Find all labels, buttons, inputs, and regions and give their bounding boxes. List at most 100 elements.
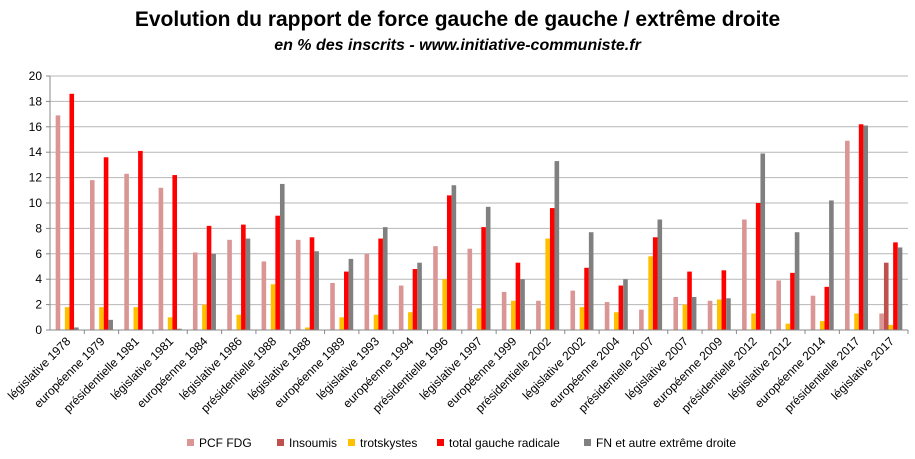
- bar: [673, 296, 679, 330]
- bar: [433, 246, 438, 330]
- bar: [588, 232, 594, 330]
- bar: [549, 208, 555, 330]
- bar: [124, 173, 129, 330]
- bar: [785, 323, 791, 330]
- bar: [339, 317, 345, 330]
- bar: [501, 291, 507, 330]
- bar: [417, 262, 422, 330]
- bar: [623, 279, 628, 330]
- bar: [451, 185, 457, 330]
- bar: [476, 308, 482, 330]
- bar: [520, 279, 525, 330]
- bar: [716, 299, 722, 330]
- legend-label: PCF FDG: [199, 436, 252, 450]
- bar: [309, 237, 315, 330]
- bar: [639, 309, 644, 330]
- legend-label: trotskystes: [360, 436, 417, 450]
- bar: [721, 270, 727, 330]
- bar: [613, 312, 619, 330]
- legend: PCF FDG Insoumis trotskystes total gauche r…: [187, 436, 736, 450]
- bar: [570, 290, 576, 330]
- bar: [55, 115, 61, 331]
- bar: [776, 280, 781, 330]
- bar: [810, 295, 816, 330]
- bar: [108, 319, 113, 330]
- x-category-label: législative 2017: [829, 334, 898, 403]
- bar: [888, 324, 894, 330]
- bar: [485, 206, 491, 330]
- y-tick-label: 14: [29, 145, 43, 159]
- y-tick-label: 0: [35, 323, 42, 337]
- chart-title: Evolution du rapport de force gauche de …: [134, 8, 781, 31]
- bar: [604, 302, 610, 330]
- bar: [897, 247, 903, 330]
- bar: [824, 286, 830, 330]
- bar: [515, 262, 521, 330]
- bar: [618, 285, 624, 330]
- bar: [261, 261, 267, 330]
- legend-label: Insoumis: [289, 436, 337, 450]
- y-tick-label: 8: [35, 221, 42, 235]
- bar: [467, 248, 473, 330]
- legend-swatch: [584, 439, 591, 446]
- bar: [511, 300, 516, 330]
- bar: [192, 252, 198, 330]
- bar: [348, 258, 354, 330]
- bar: [270, 284, 276, 330]
- bar: [373, 314, 379, 330]
- bar: [481, 227, 486, 330]
- legend-label: total gauche radicale: [449, 436, 560, 450]
- bar: [398, 285, 404, 330]
- y-tick-label: 6: [35, 247, 42, 261]
- bar: [103, 157, 109, 330]
- bar: [236, 314, 242, 330]
- bar: [858, 124, 864, 330]
- bar: [446, 195, 452, 330]
- y-tick-label: 16: [29, 120, 43, 134]
- bar: [177, 328, 182, 330]
- y-tick-label: 10: [29, 196, 43, 210]
- bar: [138, 150, 143, 330]
- y-tick-label: 20: [29, 69, 43, 83]
- bar: [687, 271, 692, 330]
- bar: [579, 307, 585, 330]
- bar: [893, 242, 898, 330]
- bar: [74, 327, 79, 330]
- bar: [742, 219, 747, 330]
- bar: [883, 262, 889, 330]
- bar: [245, 238, 251, 330]
- bar: [829, 200, 834, 330]
- bar: [854, 313, 859, 330]
- bar: [364, 253, 370, 330]
- legend-swatch: [348, 439, 355, 446]
- bar: [442, 279, 447, 330]
- bar: [682, 304, 688, 330]
- bar: [382, 227, 388, 330]
- legend-swatch: [277, 439, 284, 446]
- bar: [330, 283, 335, 330]
- bar: [545, 238, 550, 330]
- bar: [89, 180, 95, 330]
- bar: [794, 232, 800, 330]
- bar: [172, 175, 178, 330]
- bar: [314, 251, 319, 330]
- chart-subtitle: en % des inscrits - www.initiative-commu…: [274, 37, 641, 54]
- bar: [691, 296, 697, 330]
- bar: [412, 269, 418, 330]
- bar: [652, 237, 658, 330]
- bar: [657, 219, 663, 330]
- bar: [584, 267, 589, 330]
- bar: [279, 183, 285, 330]
- bar: [408, 312, 413, 330]
- bar: [133, 307, 139, 330]
- bar: [211, 253, 216, 330]
- bar: [206, 225, 212, 330]
- bar: [99, 307, 104, 330]
- bar: [64, 307, 70, 330]
- bar: [227, 239, 232, 330]
- bar: [344, 271, 349, 330]
- bar: [158, 187, 164, 330]
- y-tick-label: 18: [29, 94, 43, 108]
